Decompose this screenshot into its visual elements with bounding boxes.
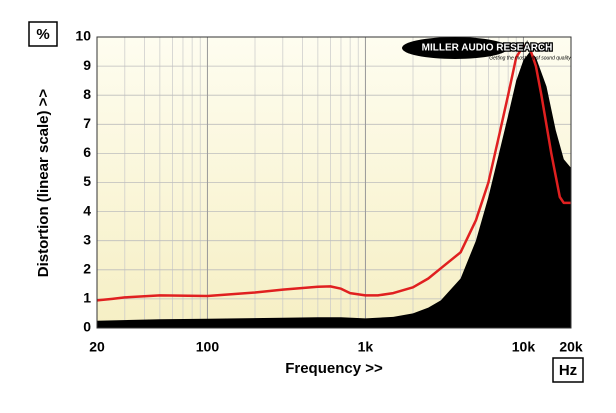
logo-title: MILLER AUDIO RESEARCH bbox=[422, 43, 553, 54]
y-tick-label: 7 bbox=[83, 115, 91, 131]
x-tick-label: 20 bbox=[89, 339, 105, 355]
y-tick-label: 1 bbox=[83, 290, 91, 306]
x-unit-box bbox=[552, 357, 584, 383]
y-tick-label: 3 bbox=[83, 231, 91, 247]
x-tick-label: 1k bbox=[358, 339, 374, 355]
y-tick-label: 6 bbox=[83, 144, 91, 160]
unit-label: % bbox=[36, 26, 49, 43]
x-tick-label: 100 bbox=[196, 339, 220, 355]
x-tick-label: 20k bbox=[559, 339, 583, 355]
y-tick-label: 8 bbox=[83, 86, 91, 102]
distortion-line bbox=[96, 44, 571, 302]
unit-box bbox=[28, 21, 58, 47]
distortion-area bbox=[97, 51, 571, 328]
y-axis-label: Distortion (linear scale) >> bbox=[35, 89, 52, 278]
y-tick-label: 5 bbox=[83, 173, 91, 189]
logo-badge bbox=[402, 37, 508, 59]
y-tick-label: 9 bbox=[83, 57, 91, 73]
plot-frame bbox=[96, 36, 572, 329]
y-tick-label: 0 bbox=[83, 319, 91, 335]
logo-tagline: Getting the most out of sound quality bbox=[489, 55, 571, 61]
x-unit-label: Hz bbox=[559, 362, 577, 379]
x-axis-label: Frequency >> bbox=[285, 360, 383, 377]
y-tick-label: 10 bbox=[75, 28, 91, 44]
y-tick-label: 4 bbox=[83, 202, 91, 218]
y-tick-label: 2 bbox=[83, 261, 91, 277]
x-tick-label: 10k bbox=[512, 339, 536, 355]
